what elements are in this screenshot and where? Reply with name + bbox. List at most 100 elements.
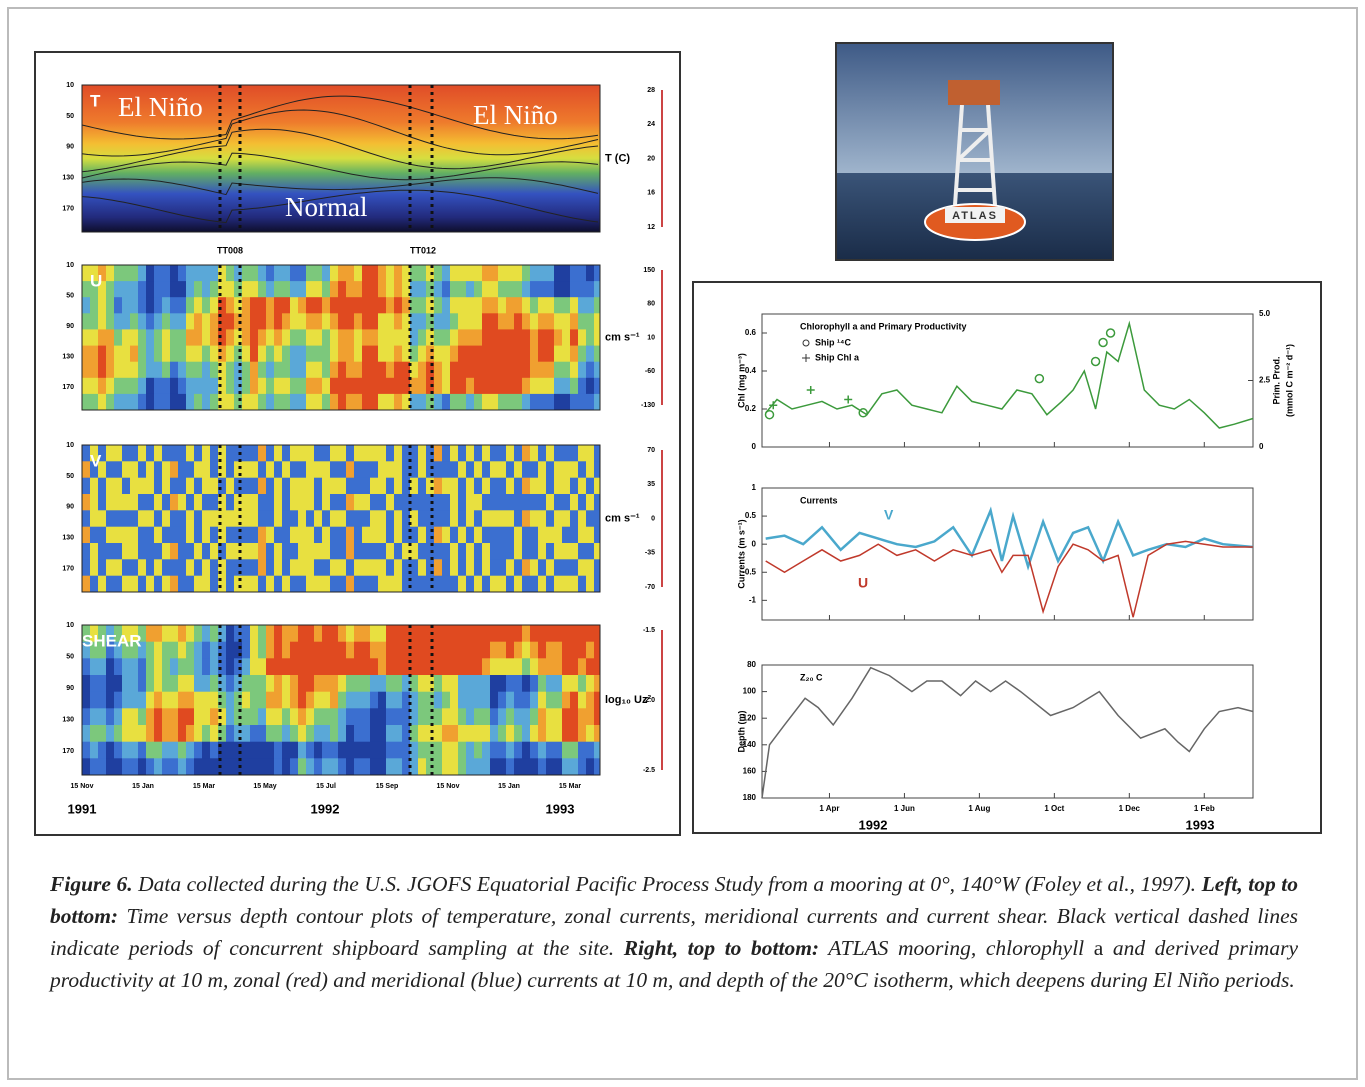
contour-cell	[330, 510, 338, 527]
contour-cell	[482, 394, 490, 411]
contour-cell	[490, 675, 498, 692]
contour-cell	[402, 692, 410, 709]
contour-cell	[554, 658, 562, 675]
contour-cell	[258, 675, 266, 692]
contour-cell	[434, 675, 442, 692]
photo-sky	[836, 43, 1113, 173]
contour-cell	[450, 543, 458, 560]
contour-cell	[378, 658, 386, 675]
contour-cell	[242, 543, 250, 560]
contour-cell	[434, 494, 442, 511]
contour-cell	[290, 362, 298, 379]
y2-tick-label: 0	[1259, 442, 1264, 451]
contour-cell	[474, 576, 482, 593]
contour-cell	[258, 461, 266, 478]
contour-cell	[450, 642, 458, 659]
contour-cell	[82, 527, 90, 544]
contour-cell	[138, 445, 146, 462]
contour-cell	[314, 362, 322, 379]
contour-cell	[594, 494, 600, 511]
contour-cell	[250, 445, 258, 462]
contour-cell	[194, 494, 202, 511]
contour-cell	[498, 559, 506, 576]
contour-cell	[314, 313, 322, 330]
contour-cell	[218, 394, 226, 411]
contour-cell	[186, 281, 194, 298]
contour-cell	[434, 742, 442, 759]
contour-cell	[362, 576, 370, 593]
contour-cell	[90, 692, 98, 709]
contour-cell	[370, 510, 378, 527]
contour-cell	[314, 346, 322, 363]
contour-cell	[370, 346, 378, 363]
contour-cell	[490, 329, 498, 346]
contour-cell	[586, 559, 594, 576]
colorbar-tick-label: -130	[641, 402, 655, 409]
contour-cell	[538, 346, 546, 363]
colorbar-tick-label: 0	[651, 515, 655, 522]
contour-cell	[418, 346, 426, 363]
contour-cell	[474, 742, 482, 759]
contour-cell	[202, 394, 210, 411]
contour-cell	[282, 642, 290, 659]
contour-cell	[242, 510, 250, 527]
y-tick-label: 0.4	[745, 366, 757, 375]
contour-cell	[554, 758, 562, 775]
contour-cell	[394, 478, 402, 495]
contour-cell	[506, 329, 514, 346]
contour-cell	[178, 692, 186, 709]
contour-cell	[162, 642, 170, 659]
contour-cell	[546, 297, 554, 314]
contour-cell	[250, 346, 258, 363]
contour-cell	[514, 281, 522, 298]
contour-cell	[98, 758, 106, 775]
contour-cell	[506, 378, 514, 395]
contour-cell	[546, 394, 554, 411]
contour-cell	[514, 725, 522, 742]
contour-cell	[330, 543, 338, 560]
contour-cell	[122, 445, 130, 462]
contour-cell	[346, 510, 354, 527]
contour-cell	[82, 692, 90, 709]
x-tick-label: 1 Apr	[819, 804, 839, 813]
contour-cell	[258, 362, 266, 379]
contour-cell	[466, 543, 474, 560]
contour-cell	[562, 742, 570, 759]
contour-cell	[346, 658, 354, 675]
contour-cell	[546, 742, 554, 759]
contour-cell	[114, 559, 122, 576]
colorbar-label: T (C)	[605, 152, 630, 164]
contour-cell	[578, 265, 586, 282]
contour-cell	[258, 297, 266, 314]
contour-cell	[170, 297, 178, 314]
contour-cell	[546, 527, 554, 544]
contour-cell	[114, 725, 122, 742]
contour-cell	[258, 494, 266, 511]
contour-cell	[586, 675, 594, 692]
contour-cell	[178, 329, 186, 346]
contour-cell	[314, 329, 322, 346]
right-panel-frame	[693, 282, 1321, 833]
contour-cell	[154, 642, 162, 659]
contour-cell	[410, 642, 418, 659]
contour-cell	[322, 445, 330, 462]
contour-cell	[338, 543, 346, 560]
contour-cell	[498, 625, 506, 642]
contour-cell	[330, 461, 338, 478]
contour-cell	[378, 378, 386, 395]
contour-cell	[394, 692, 402, 709]
contour-cell	[130, 265, 138, 282]
contour-cell	[194, 461, 202, 478]
contour-cell	[274, 510, 282, 527]
contour-cell	[210, 313, 218, 330]
contour-cell	[186, 461, 194, 478]
contour-cell	[442, 559, 450, 576]
contour-cell	[226, 543, 234, 560]
contour-cell	[482, 527, 490, 544]
contour-cell	[154, 692, 162, 709]
contour-cell	[370, 461, 378, 478]
y-tick-label: 0.5	[745, 511, 757, 520]
contour-cell	[490, 658, 498, 675]
contour-cell	[266, 362, 274, 379]
contour-cell	[546, 281, 554, 298]
